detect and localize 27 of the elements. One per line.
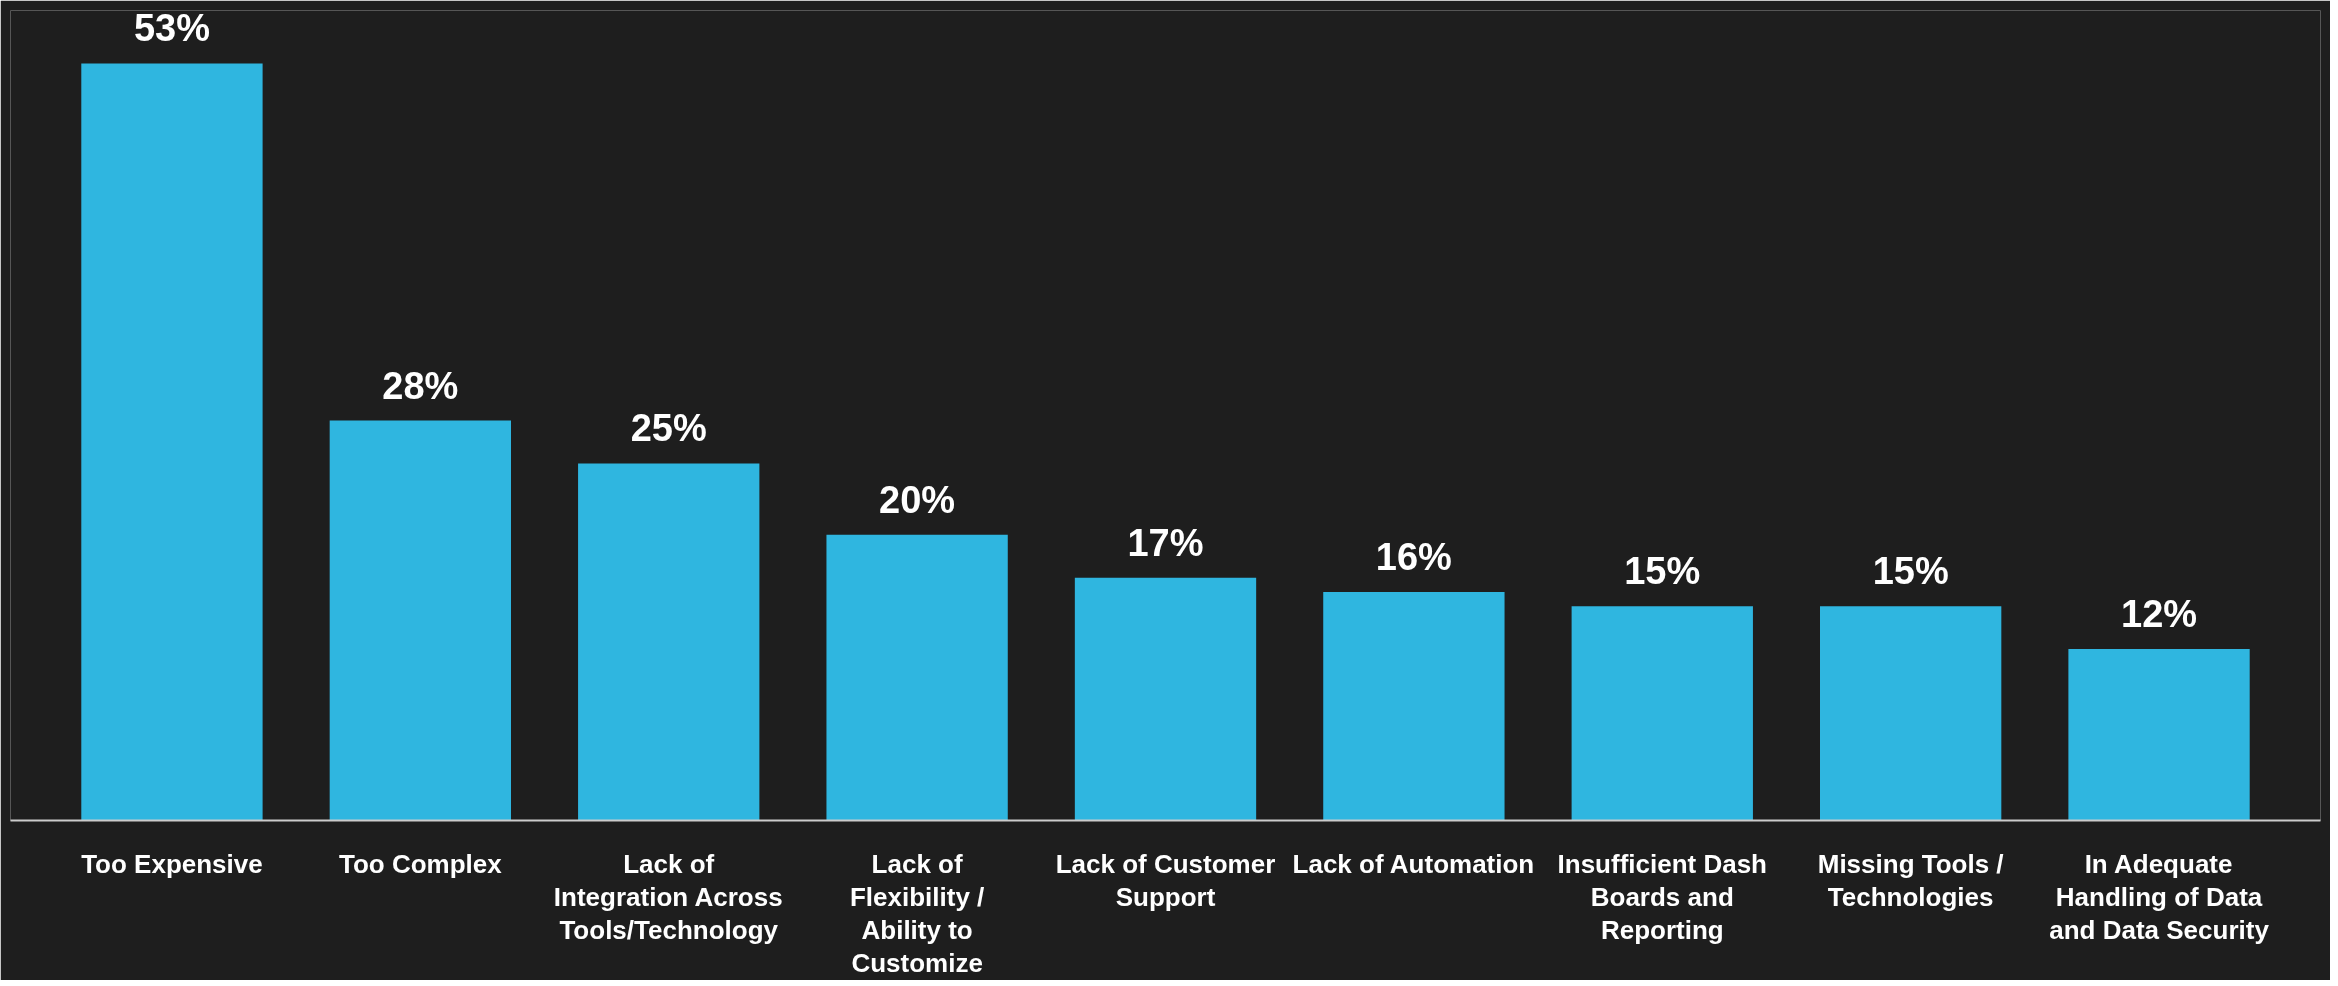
bar [2068, 649, 2250, 821]
x-tick-label: Missing Tools / Technologies [1817, 848, 2004, 912]
data-label: 17% [1127, 521, 1204, 564]
data-label: 25% [630, 407, 707, 450]
bar [1571, 606, 1753, 821]
bar [578, 463, 760, 821]
x-tick-label: Lack of Flexibility / Ability to Customize [849, 848, 985, 978]
bar [1323, 591, 1505, 821]
x-tick-label: Too Complex [338, 848, 503, 879]
x-tick-label: Too Expensive [81, 848, 263, 879]
x-tick-label: In Adequate Handling of Data and Data Security [2049, 848, 2270, 945]
bar [81, 63, 263, 821]
data-label: 53% [133, 7, 210, 50]
x-tick-label: Lack of Automation [1292, 848, 1535, 879]
data-label: 15% [1872, 550, 1949, 593]
bar [1074, 577, 1257, 821]
bar [329, 420, 511, 821]
x-tick-label: Lack of Customer Support [1055, 848, 1276, 912]
bar [826, 534, 1008, 821]
data-label: 16% [1375, 535, 1452, 578]
data-label: 20% [879, 478, 956, 521]
bar [1820, 606, 2002, 821]
x-tick-label: Lack of Integration Across Tools/Technology [553, 848, 783, 945]
x-tick-label: Insufficient Dash Boards and Reporting [1557, 848, 1768, 945]
data-label: 15% [1624, 550, 1701, 593]
data-label: 12% [2121, 593, 2198, 636]
data-label: 28% [382, 364, 459, 407]
